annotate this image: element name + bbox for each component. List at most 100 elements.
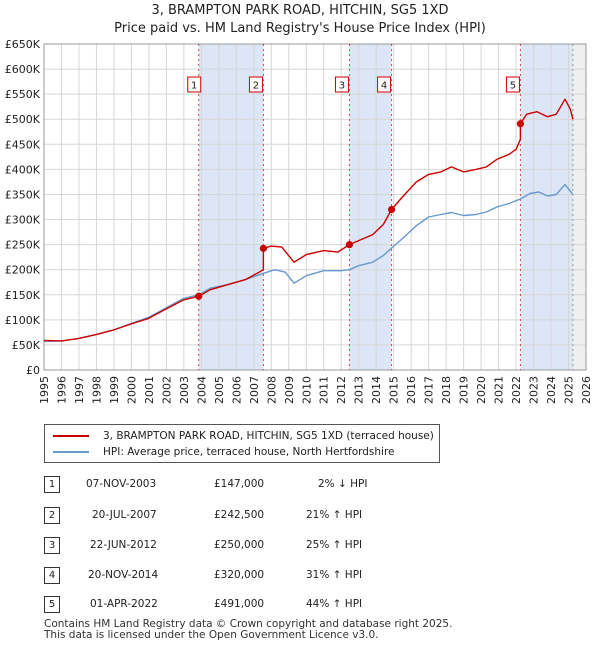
legend-swatch-property — [53, 435, 89, 437]
y-tick-label: £200K — [5, 264, 41, 277]
sale-number: 5 — [44, 596, 60, 613]
x-tick-label: 1997 — [73, 376, 86, 404]
sale-label-box — [187, 76, 202, 93]
x-tick-label: 2016 — [405, 376, 418, 404]
sale-row-2: 2 20-JUL-2007 £242,500 21% ↑ HPI — [44, 507, 464, 525]
y-tick-label: £550K — [5, 88, 41, 101]
sale-period-shade-2 — [349, 44, 392, 370]
y-tick-label: £100K — [5, 314, 41, 327]
x-tick-label: 2011 — [318, 376, 331, 404]
sale-date: 20-NOV-2014 — [88, 569, 159, 581]
x-tick-label: 2024 — [545, 376, 558, 404]
sale-label-text: 5 — [510, 81, 516, 92]
sale-label-text: 2 — [253, 81, 259, 92]
x-tick-label: 1995 — [38, 376, 51, 404]
legend-item-property: 3, BRAMPTON PARK ROAD, HITCHIN, SG5 1XD … — [53, 429, 434, 443]
x-tick-label: 2010 — [300, 376, 313, 404]
sale-date: 22-JUN-2012 — [90, 539, 157, 551]
footer: Contains HM Land Registry data © Crown c… — [44, 619, 452, 641]
x-tick-label: 2008 — [265, 376, 278, 404]
sale-label-text: 3 — [339, 81, 345, 92]
y-tick-label: £650K — [5, 38, 41, 51]
series-line-hpi — [43, 183, 574, 343]
x-tick-label: 2013 — [353, 376, 366, 404]
sale-row-3: 3 22-JUN-2012 £250,000 25% ↑ HPI — [44, 537, 464, 555]
footer-license: This data is licensed under the Open Gov… — [44, 629, 379, 641]
sale-hpi-change: 21% ↑ HPI — [306, 509, 363, 521]
x-tick-label: 2012 — [335, 376, 348, 404]
sale-hpi-change: 25% ↑ HPI — [306, 539, 363, 551]
sale-price: £242,500 — [214, 509, 265, 521]
sale-price: £147,000 — [214, 478, 265, 490]
sale-point — [259, 244, 268, 252]
x-tick-label: 2023 — [528, 376, 541, 404]
y-tick-label: £300K — [5, 214, 41, 227]
y-tick-label: £150K — [5, 289, 41, 302]
sale-period-shade-3 — [520, 44, 573, 370]
x-tick-label: 2003 — [178, 376, 191, 404]
sale-date: 20-JUL-2007 — [92, 509, 157, 521]
y-tick-label: £250K — [5, 239, 41, 252]
x-tick-label: 2014 — [370, 376, 383, 404]
x-tick-label: 1996 — [55, 376, 68, 404]
footer-copyright: Contains HM Land Registry data © Crown c… — [44, 618, 453, 630]
sale-label-box — [248, 76, 263, 93]
x-tick-label: 2005 — [213, 376, 226, 404]
sale-row-4: 4 20-NOV-2014 £320,000 31% ↑ HPI — [44, 567, 464, 585]
x-tick-label: 2001 — [143, 376, 156, 404]
sale-date: 07-NOV-2003 — [86, 478, 157, 490]
future-shade — [572, 44, 586, 370]
x-tick-label: 2017 — [423, 376, 436, 404]
legend-label-property: 3, BRAMPTON PARK ROAD, HITCHIN, SG5 1XD … — [103, 430, 434, 442]
x-tick-label: 2004 — [195, 376, 208, 404]
x-tick-label: 2000 — [125, 376, 138, 404]
sale-date: 01-APR-2022 — [90, 598, 158, 610]
x-tick-label: 2002 — [160, 376, 173, 404]
sale-price: £491,000 — [214, 598, 265, 610]
y-tick-label: £50K — [12, 339, 41, 352]
legend-item-hpi: HPI: Average price, terraced house, Nort… — [53, 445, 395, 459]
sale-row-1: 1 07-NOV-2003 £147,000 2% ↓ HPI — [44, 476, 464, 494]
sale-label-box — [505, 76, 520, 93]
sale-point — [516, 120, 525, 128]
sale-label-box — [377, 76, 392, 93]
y-tick-label: £600K — [5, 63, 41, 76]
x-tick-label: 2009 — [283, 376, 296, 404]
y-tick-label: £350K — [5, 188, 41, 201]
legend-label-hpi: HPI: Average price, terraced house, Nort… — [103, 446, 395, 458]
x-tick-label: 2021 — [493, 376, 506, 404]
legend: 3, BRAMPTON PARK ROAD, HITCHIN, SG5 1XD … — [44, 424, 440, 463]
sale-point — [195, 292, 203, 300]
sale-label-text: 1 — [191, 81, 197, 92]
x-tick-label: 2020 — [475, 376, 488, 404]
sale-point — [345, 241, 354, 249]
sale-price: £250,000 — [214, 539, 265, 551]
y-tick-label: £0 — [26, 364, 40, 377]
x-tick-label: 2015 — [388, 376, 401, 404]
legend-swatch-hpi — [53, 451, 89, 453]
sale-point — [387, 205, 396, 214]
sale-number: 3 — [44, 537, 60, 554]
x-tick-label: 2007 — [248, 376, 261, 404]
x-tick-label: 2026 — [580, 376, 593, 404]
sale-hpi-change: 44% ↑ HPI — [306, 598, 363, 610]
x-tick-label: 1998 — [90, 376, 103, 404]
sale-period-shade-1 — [198, 44, 264, 370]
sale-number: 1 — [44, 476, 60, 493]
sale-label-text: 4 — [381, 81, 387, 92]
x-tick-label: 2018 — [440, 376, 453, 404]
y-tick-label: £450K — [5, 138, 41, 151]
sale-label-box — [334, 76, 349, 93]
sale-hpi-change: 2% ↓ HPI — [318, 478, 368, 490]
plot-area — [44, 44, 586, 370]
price-chart: £0 £50K £100K £150K £200K £250K £300K £350K £400… — [5, 38, 593, 404]
sale-hpi-change: 31% ↑ HPI — [306, 569, 363, 581]
x-tick-label: 2019 — [458, 376, 471, 404]
x-tick-label: 2025 — [563, 376, 576, 404]
series-line-property — [43, 98, 574, 342]
x-tick-label: 2022 — [510, 376, 523, 404]
sale-number: 4 — [44, 567, 60, 584]
x-tick-label: 2006 — [230, 376, 243, 404]
sale-price: £320,000 — [214, 569, 265, 581]
sale-number: 2 — [44, 507, 60, 524]
